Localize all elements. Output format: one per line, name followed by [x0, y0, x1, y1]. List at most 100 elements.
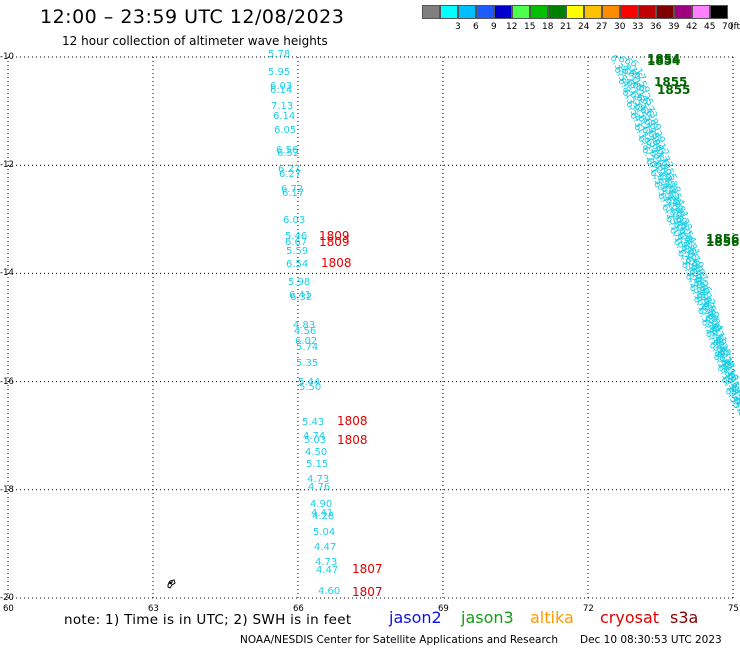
legend-swatch	[494, 5, 512, 19]
longitude-label: 69	[438, 604, 449, 614]
legend-label: 36	[650, 22, 662, 32]
swh-value: 4.74	[303, 431, 326, 442]
legend-label: 24	[578, 22, 590, 32]
swh-value: 6.17	[282, 188, 305, 199]
longitude-label: 72	[583, 604, 594, 614]
mission-jason2-label: jason2	[389, 608, 442, 627]
legend-swatch	[674, 5, 692, 19]
pass-time-label: 1855	[657, 83, 691, 97]
swh-value: 4.73	[315, 557, 338, 568]
legend-swatch	[620, 5, 638, 19]
swh-value: 5.50	[299, 382, 322, 393]
swh-value: 5.35	[296, 358, 319, 369]
swh-value: 6.54	[286, 259, 309, 270]
legend-label: 21	[560, 22, 572, 32]
legend-label: 27	[596, 22, 608, 32]
swh-value: 5.46	[285, 231, 308, 242]
swh-value-dense: 6.52	[732, 396, 740, 421]
legend-swatch	[602, 5, 620, 19]
footer-note: note: 1) Time is in UTC; 2) SWH is in fe…	[64, 612, 352, 628]
legend-swatch	[458, 5, 476, 19]
swh-value: 5.03	[304, 435, 327, 446]
swh-value: 4.60	[318, 586, 341, 597]
pass-time-label: 1855	[654, 75, 688, 89]
swh-value: 6.14	[273, 111, 296, 122]
longitude-label: 63	[148, 604, 159, 614]
generated-timestamp: Dec 10 08:30:53 UTC 2023	[580, 634, 722, 646]
legend-label: 18	[542, 22, 554, 32]
swh-value: 6.05	[274, 125, 297, 136]
swh-value: 5.04	[313, 527, 336, 538]
mission-cryosat-label: cryosat	[600, 608, 660, 627]
swh-value: 6.32	[290, 292, 313, 303]
pass-time-label: 1809	[319, 235, 350, 249]
latitude-label: -20	[0, 593, 14, 603]
swh-value: 6.03	[270, 81, 293, 92]
swh-value: 6.67	[285, 237, 308, 248]
pass-time-label: 1807	[352, 562, 383, 576]
pass-time-label: 1808	[321, 256, 352, 270]
swh-value: 5.78	[268, 49, 291, 60]
latitude-label: -14	[0, 268, 14, 279]
legend-label: 9	[491, 22, 497, 32]
pass-time-label: 1854	[647, 54, 681, 68]
swh-value: 4.50	[305, 447, 328, 458]
swh-value: 5.74	[296, 342, 319, 353]
island-outline-icon	[167, 579, 176, 589]
legend-label: 39	[668, 22, 680, 32]
swh-value: 4.41	[311, 508, 334, 519]
swh-value: 4.56	[294, 326, 317, 337]
legend-unit: (ft)	[730, 22, 740, 32]
legend-swatch	[440, 5, 458, 19]
swh-value: 6.52	[277, 148, 300, 159]
legend-label: 3	[455, 22, 461, 32]
page-title: 12:00 – 23:59 UTC 12/08/2023	[40, 6, 345, 28]
swh-value: 6.27	[279, 169, 302, 180]
legend-label: 33	[632, 22, 644, 32]
swh-value: 6.72	[281, 184, 304, 195]
pass-time-label: 1856	[706, 232, 740, 246]
pass-time-label: 1808	[337, 433, 368, 447]
swh-value: 4.47	[314, 542, 337, 553]
longitude-label: 60	[3, 604, 14, 614]
legend-swatch	[422, 5, 440, 19]
swh-value: 6.02	[295, 336, 318, 347]
swh-value: 5.95	[268, 67, 291, 78]
legend-swatch	[530, 5, 548, 19]
swh-value: 5.44	[298, 377, 321, 388]
swh-value: 4.83	[293, 320, 316, 331]
swh-value: 4.47	[316, 565, 339, 576]
legend-label: 42	[686, 22, 698, 32]
legend-label: 15	[524, 22, 536, 32]
legend-swatch	[692, 5, 710, 19]
graticule	[7, 56, 734, 599]
pass-time-label: 1808	[337, 414, 368, 428]
swh-value: 6.41	[289, 290, 312, 301]
legend-label: 12	[506, 22, 518, 32]
mission-s3a-label: s3a	[670, 608, 699, 627]
legend-swatch	[656, 5, 674, 19]
legend-swatch	[710, 5, 728, 19]
latitude-label: -18	[0, 484, 14, 495]
mission-altika-label: altika	[530, 608, 574, 627]
latitude-label: -16	[0, 376, 14, 387]
pass-time-label: 1856	[706, 235, 740, 249]
swh-value: 5.15	[306, 459, 329, 470]
swh-value: 5.98	[288, 277, 311, 288]
swh-value: 5.43	[302, 417, 325, 428]
swh-value-dense: 6.19	[729, 396, 740, 421]
swh-value: 4.90	[310, 499, 333, 510]
swh-value-dense: 6.25	[735, 409, 740, 434]
pass-time-label: 1807	[352, 585, 383, 599]
swh-value: 6.27	[278, 164, 301, 175]
pass-time-label: 1854	[647, 52, 681, 66]
legend-label: 6	[473, 22, 479, 32]
legend-swatch	[512, 5, 530, 19]
legend-swatch	[584, 5, 602, 19]
legend-label: 70	[722, 22, 734, 32]
mission-jason3-label: jason3	[461, 608, 514, 627]
swh-value: 6.03	[283, 215, 306, 226]
page-subtitle: 12 hour collection of altimeter wave hei…	[62, 34, 328, 48]
legend-swatch	[638, 5, 656, 19]
